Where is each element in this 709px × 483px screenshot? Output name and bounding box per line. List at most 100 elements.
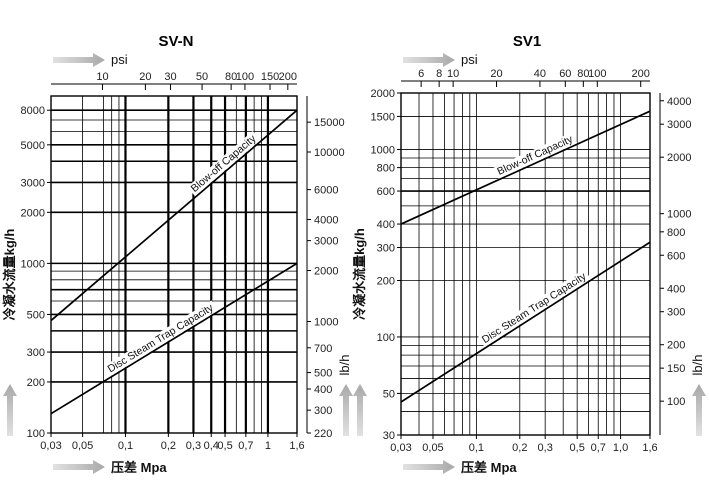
right-tick-label: 10000 bbox=[314, 147, 345, 159]
grid bbox=[401, 92, 650, 435]
x-tick-label: 0,5 bbox=[217, 440, 232, 452]
y-tick-label: 200 bbox=[377, 276, 395, 288]
series-label: Blow-off Capacity bbox=[189, 132, 259, 195]
series-label-bg bbox=[103, 300, 218, 377]
top-tick-label: 6 bbox=[418, 68, 424, 80]
x-tick-label: 0,7 bbox=[591, 442, 606, 454]
psi-arrow-icon bbox=[53, 53, 105, 67]
top-tick-label: 20 bbox=[139, 71, 151, 83]
right-axis-label: lb/h bbox=[690, 355, 705, 376]
x-axis-label: 压差 Mpa bbox=[111, 460, 167, 475]
x-tick-label: 0,2 bbox=[161, 440, 176, 452]
pressure-arrow-icon bbox=[403, 460, 455, 474]
y-tick-label: 800 bbox=[377, 163, 395, 175]
top-tick-label: 30 bbox=[164, 71, 176, 83]
series-line-blow-off bbox=[400, 110, 651, 225]
y-tick-label: 30 bbox=[383, 430, 395, 442]
lbh-arrow-icon bbox=[692, 384, 706, 436]
x-tick-label: 0,1 bbox=[118, 440, 133, 452]
y-tick-label: 500 bbox=[27, 309, 45, 321]
x-tick-label: 0,05 bbox=[72, 440, 93, 452]
y-axis-label: 冷凝水流量kg/h bbox=[352, 228, 367, 320]
top-tick-label: 100 bbox=[236, 71, 254, 83]
lbh-arrow-icon bbox=[339, 384, 353, 436]
grid bbox=[51, 96, 297, 433]
x-tick-label: 0,7 bbox=[238, 440, 253, 452]
series-label-bg bbox=[493, 132, 578, 179]
top-tick-label: 80 bbox=[225, 71, 237, 83]
top-axis-label: psi bbox=[461, 52, 478, 67]
chart-title: SV1 bbox=[513, 33, 541, 50]
right-tick-label: 1000 bbox=[667, 209, 691, 221]
top-tick-label: 40 bbox=[534, 68, 546, 80]
top-tick-label: 200 bbox=[279, 71, 297, 83]
plot-frame bbox=[400, 92, 651, 436]
top-tick-label: 10 bbox=[447, 68, 459, 80]
y-tick-label: 5000 bbox=[21, 140, 45, 152]
right-tick-label: 300 bbox=[667, 307, 685, 319]
pressure-arrow-icon bbox=[53, 460, 105, 474]
x-tick-label: 1,6 bbox=[642, 442, 657, 454]
series-label: Disc Steam Trap Capacity bbox=[106, 301, 216, 375]
right-tick-label: 4000 bbox=[314, 214, 338, 226]
top-tick-label: 10 bbox=[96, 71, 108, 83]
y-tick-label: 2000 bbox=[371, 88, 395, 100]
x-tick-label: 0,4 bbox=[204, 440, 219, 452]
y-tick-label: 1500 bbox=[371, 111, 395, 123]
y-tick-label: 8000 bbox=[21, 105, 45, 117]
right-tick-label: 2000 bbox=[314, 265, 338, 277]
right-tick-label: 1000 bbox=[314, 317, 338, 329]
x-tick-label: 0,03 bbox=[390, 442, 411, 454]
right-tick-label: 15000 bbox=[314, 117, 345, 129]
y-tick-label: 300 bbox=[27, 347, 45, 359]
series-label-bg bbox=[478, 268, 591, 348]
right-tick-label: 220 bbox=[314, 428, 332, 440]
top-tick-label: 200 bbox=[632, 68, 650, 80]
right-tick-label: 400 bbox=[667, 283, 685, 295]
y-tick-label: 3000 bbox=[21, 177, 45, 189]
right-tick-label: 4000 bbox=[667, 96, 691, 108]
right-tick-label: 600 bbox=[667, 250, 685, 262]
y-tick-label: 400 bbox=[377, 219, 395, 231]
right-axis-label: lb/h bbox=[337, 355, 352, 376]
y-tick-label: 600 bbox=[377, 186, 395, 198]
x-tick-label: 0,5 bbox=[570, 442, 585, 454]
x-tick-label: 1,6 bbox=[289, 440, 304, 452]
x-tick-label: 0,03 bbox=[40, 440, 61, 452]
top-tick-label: 50 bbox=[196, 71, 208, 83]
right-tick-label: 700 bbox=[314, 343, 332, 355]
y-tick-label: 200 bbox=[27, 377, 45, 389]
psi-arrow-icon bbox=[403, 53, 455, 67]
right-tick-label: 300 bbox=[314, 405, 332, 417]
y-tick-label: 300 bbox=[377, 242, 395, 254]
top-tick-label: 150 bbox=[261, 71, 279, 83]
top-tick-label: 8 bbox=[436, 68, 442, 80]
x-tick-label: 0,1 bbox=[469, 442, 484, 454]
right-tick-label: 100 bbox=[667, 396, 685, 408]
series-line-blow-off bbox=[50, 109, 298, 322]
right-tick-label: 200 bbox=[667, 340, 685, 352]
y-tick-label: 1000 bbox=[21, 258, 45, 270]
y-tick-label: 1000 bbox=[371, 144, 395, 156]
right-tick-label: 2000 bbox=[667, 152, 691, 164]
x-tick-label: 0,3 bbox=[186, 440, 201, 452]
y-tick-label: 100 bbox=[377, 332, 395, 344]
x-tick-label: 1,0 bbox=[613, 442, 628, 454]
right-tick-label: 150 bbox=[667, 363, 685, 375]
series-label-bg bbox=[187, 130, 261, 197]
flow-arrow-icon bbox=[3, 384, 17, 436]
right-tick-label: 400 bbox=[314, 384, 332, 396]
flow-arrow-icon bbox=[353, 384, 367, 436]
top-tick-label: 80 bbox=[577, 68, 589, 80]
x-tick-label: 1 bbox=[265, 440, 271, 452]
x-tick-label: 0,2 bbox=[512, 442, 527, 454]
y-axis-label: 冷凝水流量kg/h bbox=[2, 229, 17, 321]
x-axis-label: 压差 Mpa bbox=[461, 460, 517, 475]
right-tick-label: 6000 bbox=[314, 185, 338, 197]
x-tick-label: 0,05 bbox=[422, 442, 443, 454]
plot-frame bbox=[50, 95, 298, 434]
x-tick-label: 0,3 bbox=[538, 442, 553, 454]
